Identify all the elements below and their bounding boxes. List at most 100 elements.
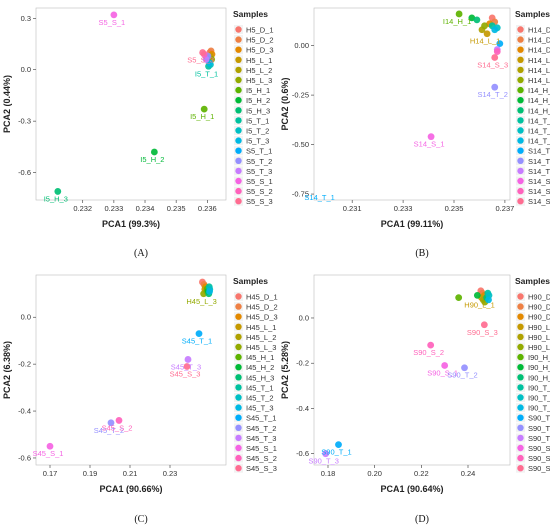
y-tick-label: -0.2 xyxy=(296,359,309,368)
legend-item-label: S90_T_2 xyxy=(528,424,550,433)
legend-swatch xyxy=(517,36,524,43)
legend-item-label: H5_D_3 xyxy=(246,46,274,55)
x-tick-label: 0.233 xyxy=(104,204,123,213)
legend-item-label: I90_H_3 xyxy=(528,373,550,382)
x-tick-label: 0.234 xyxy=(136,204,155,213)
data-point-i14-h-1 xyxy=(455,10,463,18)
legend-item-label: I14_T_1 xyxy=(528,116,550,125)
data-point-h14-l-3 xyxy=(481,22,488,30)
legend-swatch xyxy=(517,364,524,371)
legend-swatch xyxy=(235,117,242,124)
panel-caption: (D) xyxy=(415,514,429,525)
legend-swatch xyxy=(517,56,524,63)
pca-panel: 0.17 0.19 0.21 0.23 -0.6 -0.4 -0.2 0.0 PCA1 (90.… xyxy=(2,274,278,525)
y-axis-title: PCA2 (6.38%) xyxy=(2,341,12,399)
legend-swatch xyxy=(517,404,524,411)
legend-item-label: I45_T_3 xyxy=(246,404,274,413)
data-point-s5-s-1 xyxy=(110,11,118,19)
x-tick-label: 0.236 xyxy=(198,204,217,213)
legend-swatch xyxy=(235,333,242,341)
data-point-s90-t-2 xyxy=(461,364,468,372)
point-label: I5_H_1 xyxy=(190,112,214,121)
legend-item-label: H5_D_2 xyxy=(246,36,274,45)
legend-swatch xyxy=(235,394,242,401)
legend-item-label: S45_S_1 xyxy=(246,444,277,453)
legend-item-label: I14_T_3 xyxy=(528,137,550,146)
legend-item-label: H14_D_3 xyxy=(528,46,550,55)
legend-item-label: I90_T_3 xyxy=(528,404,550,413)
legend-swatch xyxy=(517,187,524,195)
legend-swatch xyxy=(517,76,524,84)
legend-item-label: H14_L_1 xyxy=(528,56,550,65)
legend-item-label: S90_S_3 xyxy=(528,464,550,473)
y-tick-label: 0.0 xyxy=(21,65,31,74)
data-point-i14-h-2 xyxy=(468,14,476,22)
legend-swatch xyxy=(235,293,242,300)
data-point-s90-s-2 xyxy=(427,341,435,349)
data-point-s14-s-3 xyxy=(491,54,499,61)
legend-item-label: H5_L_1 xyxy=(246,56,272,65)
data-point-s14-s-1 xyxy=(427,133,435,141)
y-tick-label: -0.4 xyxy=(296,404,309,413)
legend-item-label: S45_T_2 xyxy=(246,424,276,433)
data-point-s90-s-1 xyxy=(441,362,449,369)
legend-item-label: H45_L_2 xyxy=(246,333,276,342)
legend-swatch xyxy=(517,454,524,462)
legend-swatch xyxy=(517,343,524,351)
x-tick-label: 0.17 xyxy=(43,469,58,478)
legend-item-label: S5_S_3 xyxy=(246,197,273,206)
legend-item-label: H5_L_3 xyxy=(246,76,272,85)
x-axis-title: PCA1 (90.66%) xyxy=(99,484,162,494)
legend-swatch xyxy=(517,465,524,472)
x-tick-label: 0.22 xyxy=(414,469,429,478)
legend-swatch xyxy=(517,117,524,124)
legend-swatch xyxy=(517,293,524,300)
legend-swatch xyxy=(235,107,242,114)
legend-item-label: S5_T_2 xyxy=(246,157,272,166)
x-tick-label: 0.232 xyxy=(73,204,92,213)
legend-swatch xyxy=(235,414,242,421)
data-point-s90-t-3 xyxy=(322,450,330,458)
legend-swatch xyxy=(235,313,242,320)
legend-swatch xyxy=(235,157,242,164)
data-point-s90-t-1 xyxy=(335,441,342,449)
legend-swatch xyxy=(517,107,524,114)
legend-item-label: I14_H_3 xyxy=(528,106,550,115)
x-tick-label: 0.233 xyxy=(394,204,413,213)
legend-swatch xyxy=(517,198,524,205)
legend-swatch xyxy=(517,384,524,391)
legend-swatch xyxy=(235,137,242,144)
y-tick-label: -0.6 xyxy=(18,453,31,462)
legend-swatch xyxy=(517,46,524,53)
legend-swatch xyxy=(235,465,242,472)
legend-item-label: S5_T_1 xyxy=(246,147,272,156)
legend-swatch xyxy=(517,374,524,381)
point-label: S14_S_1 xyxy=(414,140,445,149)
y-tick-label: -0.6 xyxy=(18,168,31,177)
x-tick-label: 0.231 xyxy=(343,204,362,213)
point-label: S5_S_1 xyxy=(99,18,126,27)
legend-item-label: I14_H_1 xyxy=(528,86,550,95)
legend-swatch xyxy=(235,97,242,104)
legend-item-label: S5_S_1 xyxy=(246,177,273,186)
legend-title: Samples xyxy=(515,276,550,286)
pca-panel: 0.231 0.233 0.235 0.237 -0.75 -0.50 -0.25 0.00 P… xyxy=(280,7,550,259)
legend-item-label: H45_D_1 xyxy=(246,293,278,302)
legend-swatch xyxy=(517,147,524,154)
legend-item-label: H14_D_1 xyxy=(528,26,550,35)
data-point-i14-h-3 xyxy=(473,16,481,24)
legend-swatch xyxy=(235,187,242,195)
legend-item-label: S90_T_1 xyxy=(528,414,550,423)
legend-item-label: I14_H_2 xyxy=(528,96,550,105)
legend-item-label: I5_T_3 xyxy=(246,137,269,146)
legend-swatch xyxy=(517,177,524,185)
y-tick-label: -0.50 xyxy=(292,140,309,149)
legend-item-label: I90_H_1 xyxy=(528,353,550,362)
point-label: S45_S_3 xyxy=(170,369,201,378)
panel-caption: (B) xyxy=(415,248,428,259)
legend-swatch xyxy=(235,434,242,442)
legend-swatch xyxy=(517,157,524,164)
data-point-s5-t-3 xyxy=(202,56,210,63)
legend-swatch xyxy=(517,394,524,401)
point-label: S14_S_3 xyxy=(477,60,508,69)
